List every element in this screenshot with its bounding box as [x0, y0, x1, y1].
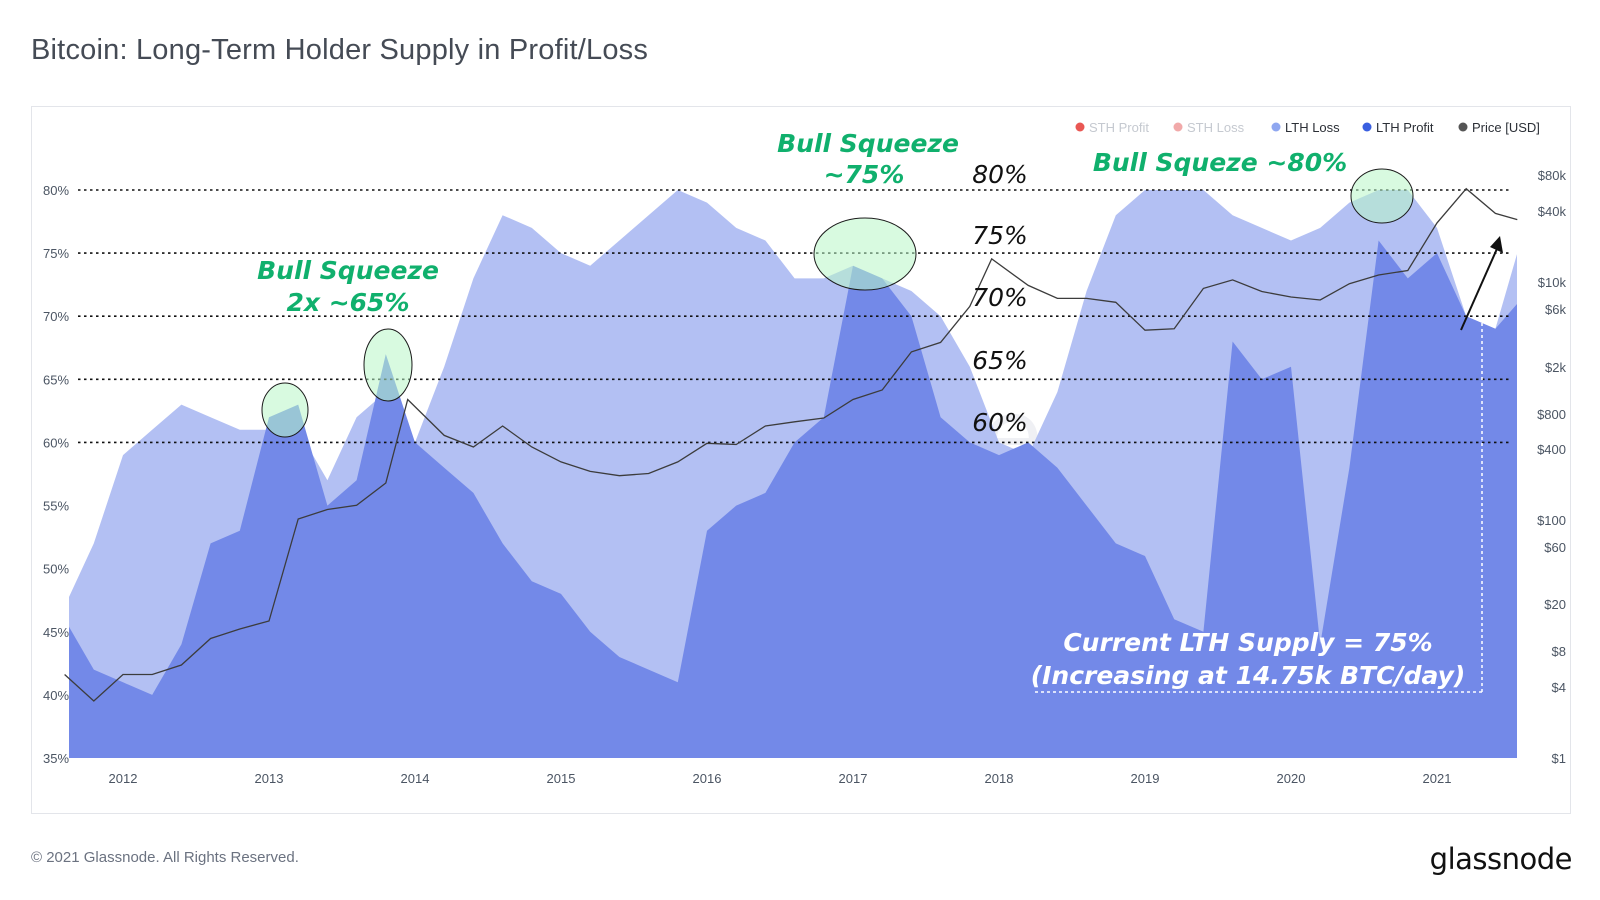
bull-2021-note: Bull Squeze ~80% [1093, 148, 1347, 177]
x-tick: 2020 [1277, 771, 1306, 786]
y-right-tick: $400 [1537, 442, 1566, 457]
x-tick: 2018 [985, 771, 1014, 786]
bull-2017-line1: Bull Squeeze [777, 129, 959, 158]
bull-2013-line2: 2x ~65% [286, 288, 409, 317]
x-tick: 2021 [1423, 771, 1452, 786]
y-left-tick: 50% [43, 562, 69, 577]
bull-2013-line1: Bull Squeeze [257, 256, 439, 285]
level-60-label: 60% [972, 408, 1028, 437]
legend-item[interactable]: LTH Profit [1362, 120, 1434, 135]
y-right-tick: $40k [1538, 204, 1567, 219]
current-supply-line1: Current LTH Supply = 75% [1063, 628, 1432, 657]
x-tick: 2017 [839, 771, 868, 786]
y-left-tick: 80% [43, 183, 69, 198]
highlight-2013b [363, 328, 413, 402]
legend-label: LTH Loss [1285, 120, 1340, 135]
y-right-tick: $60 [1544, 540, 1566, 555]
legend-label: STH Loss [1187, 120, 1245, 135]
right-axis: $1 $4 $8 $20 $60 $100 $400 $800 $2k $6k $10k $40k $8… [1537, 168, 1566, 766]
highlight-ellipses [261, 168, 1414, 438]
y-right-tick: $100 [1537, 513, 1566, 528]
level-70-label: 70% [972, 283, 1028, 312]
reference-lines [78, 189, 1510, 444]
legend-marker [1362, 122, 1372, 132]
x-tick: 2015 [547, 771, 576, 786]
brand-logo: glassnode [1429, 842, 1573, 876]
x-axis: 2012 2013 2014 2015 2016 2017 2018 2019 2020 2021 [109, 771, 1452, 786]
bull-2017-line2: ~75% [824, 160, 905, 189]
y-left-tick: 75% [43, 246, 69, 261]
legend-marker [1075, 122, 1085, 132]
chart-title: Bitcoin: Long-Term Holder Supply in Prof… [31, 34, 649, 66]
y-right-tick: $4 [1552, 680, 1566, 695]
legend-marker [1271, 122, 1281, 132]
level-65-label: 65% [972, 346, 1028, 375]
y-left-tick: 65% [43, 372, 69, 387]
x-tick: 2019 [1131, 771, 1160, 786]
current-supply-line2: (Increasing at 14.75k BTC/day) [1031, 661, 1466, 690]
y-right-tick: $10k [1538, 275, 1567, 290]
y-left-tick: 55% [43, 499, 69, 514]
y-left-tick: 60% [43, 435, 69, 450]
lth-profit-area [69, 240, 1517, 758]
legend-marker [1173, 122, 1183, 132]
trend-arrow-head [1490, 236, 1503, 253]
legend-label: Price [USD] [1472, 120, 1540, 135]
legend-marker [1458, 122, 1468, 132]
level-80-label: 80% [972, 160, 1028, 189]
y-right-tick: $800 [1537, 407, 1566, 422]
y-right-tick: $20 [1544, 597, 1566, 612]
legend-item[interactable]: LTH Loss [1271, 120, 1341, 135]
y-right-tick: $8 [1552, 644, 1566, 659]
x-tick: 2014 [401, 771, 430, 786]
legend-label: LTH Profit [1376, 120, 1434, 135]
legend-item[interactable]: Price [USD] [1458, 120, 1540, 135]
y-left-tick: 45% [43, 625, 69, 640]
legend: STH Profit STH Loss LTH Loss LTH Profit Pric… [1075, 120, 1540, 135]
y-right-tick: $2k [1545, 360, 1566, 375]
price-line [64, 187, 1518, 702]
y-right-tick: $1 [1552, 751, 1566, 766]
legend-item[interactable]: STH Loss [1173, 120, 1245, 135]
footer-copyright: © 2021 Glassnode. All Rights Reserved. [31, 849, 299, 866]
y-left-tick: 70% [43, 309, 69, 324]
left-axis: 35% 40% 45% 50% 55% 60% 65% 70% 75% 80% [43, 183, 69, 766]
highlight-2017 [813, 217, 917, 291]
trend-arrow [1460, 241, 1501, 331]
x-tick: 2013 [255, 771, 284, 786]
y-left-tick: 40% [43, 688, 69, 703]
area-series-group [69, 190, 1517, 758]
y-right-tick: $6k [1545, 302, 1566, 317]
y-right-tick: $80k [1538, 168, 1567, 183]
y-left-tick: 35% [43, 751, 69, 766]
legend-item[interactable]: STH Profit [1075, 120, 1150, 135]
level-75-label: 75% [972, 221, 1028, 250]
x-tick: 2016 [693, 771, 722, 786]
legend-label: STH Profit [1089, 120, 1149, 135]
highlight-2013a [261, 382, 309, 438]
highlight-2021 [1350, 168, 1414, 224]
x-tick: 2012 [109, 771, 138, 786]
